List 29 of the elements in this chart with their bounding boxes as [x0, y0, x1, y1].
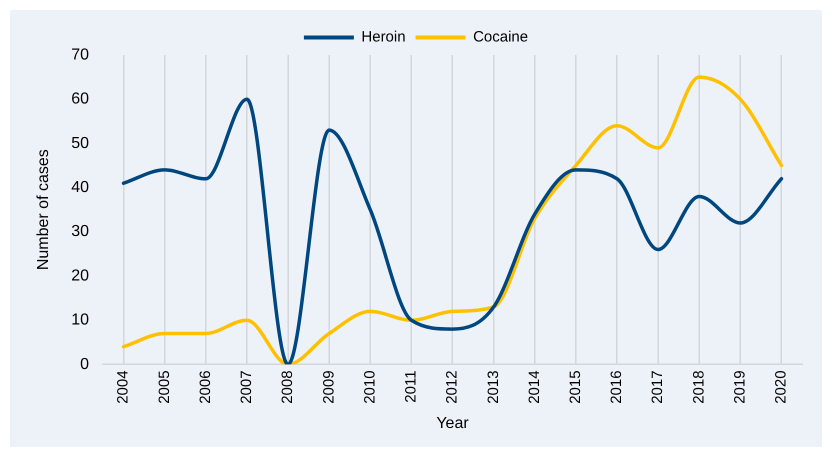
y-tick-label: 40	[71, 179, 90, 196]
y-tick-label: 20	[71, 267, 90, 284]
x-tick-label: 2009	[320, 370, 338, 404]
y-tick-label: 0	[80, 356, 90, 373]
y-axis-title: Number of cases	[35, 149, 52, 270]
x-tick-label: 2006	[196, 370, 214, 404]
x-tick-label: 2018	[690, 370, 708, 404]
x-tick-label: 2019	[731, 370, 748, 404]
x-axis-title: Year	[436, 414, 470, 432]
x-tick-label: 2008	[279, 370, 296, 404]
x-tick-label: 2020	[772, 370, 790, 404]
y-tick-label: 50	[71, 134, 90, 152]
y-tick-label: 70	[71, 46, 90, 64]
legend-label: Heroin	[361, 28, 406, 46]
x-tick-label: 2013	[484, 370, 502, 404]
x-tick-label: 2011	[402, 370, 420, 403]
x-tick-label: 2004	[114, 370, 132, 404]
y-tick-label: 30	[71, 223, 90, 240]
y-tick-label: 60	[71, 90, 90, 108]
x-tick-label: 2015	[566, 370, 584, 404]
x-tick-label: 2016	[608, 370, 626, 404]
x-tick-label: 2014	[526, 370, 543, 404]
x-tick-label: 2017	[649, 370, 666, 404]
x-tick-label: 2010	[361, 370, 378, 404]
legend-label: Cocaine	[473, 28, 528, 46]
x-tick-label: 2012	[444, 370, 461, 404]
x-tick-label: 2005	[156, 370, 173, 404]
x-tick-label: 2007	[238, 370, 256, 404]
y-tick-label: 10	[71, 312, 90, 329]
